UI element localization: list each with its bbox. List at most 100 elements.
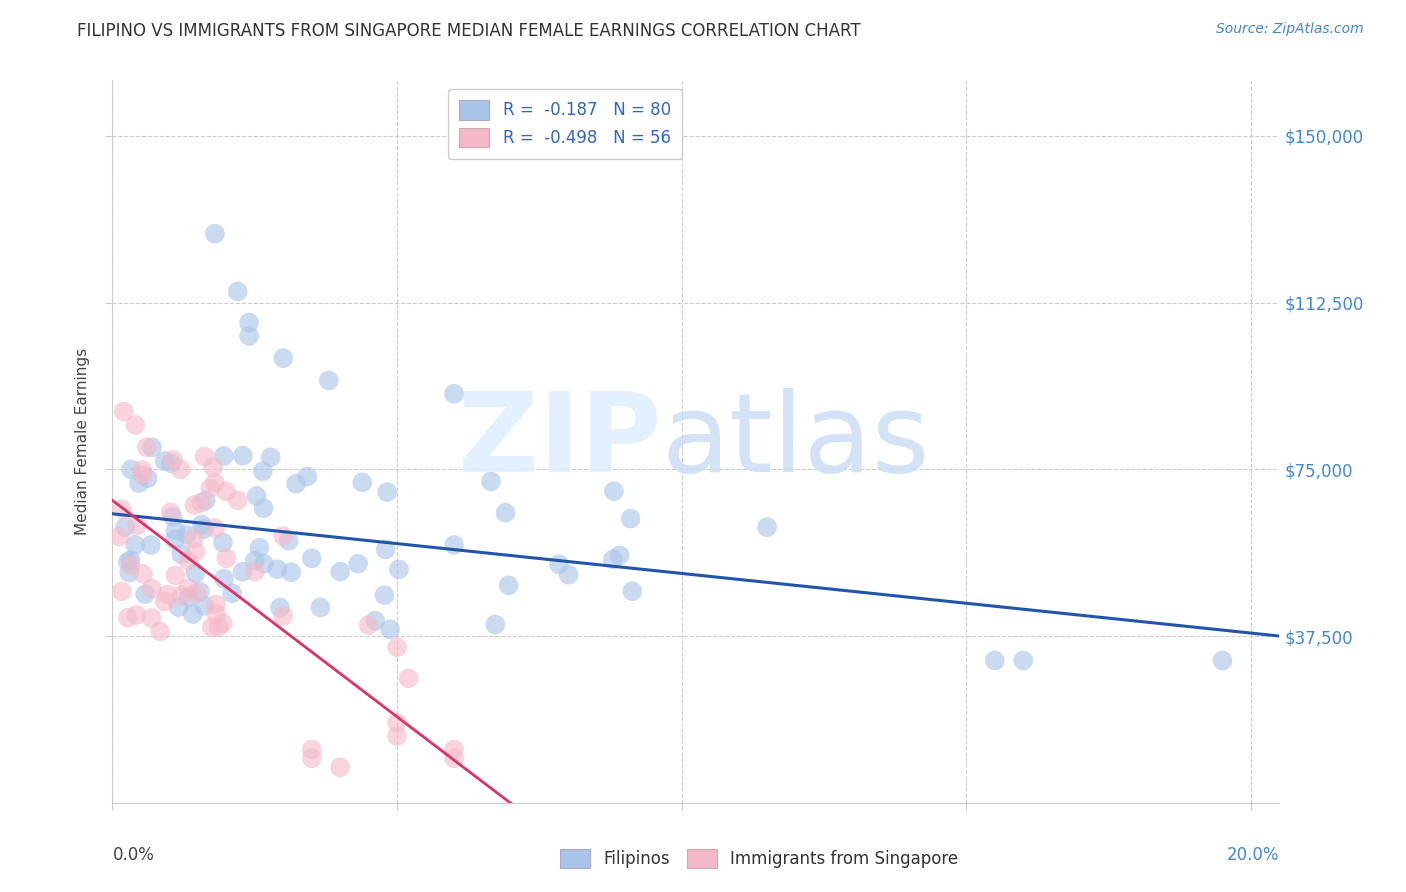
Legend: R =  -0.187   N = 80, R =  -0.498   N = 56: R = -0.187 N = 80, R = -0.498 N = 56	[447, 88, 682, 159]
Point	[177, 582, 200, 596]
Point	[191, 517, 214, 532]
Point	[207, 620, 229, 634]
Point	[124, 417, 146, 432]
Point	[309, 600, 332, 615]
Point	[156, 588, 179, 602]
Point	[238, 329, 260, 343]
Point	[190, 496, 212, 510]
Point	[373, 588, 395, 602]
Point	[153, 454, 176, 468]
Point	[243, 565, 266, 579]
Point	[603, 484, 626, 499]
Point	[124, 538, 146, 552]
Point	[301, 742, 323, 756]
Point	[202, 460, 225, 475]
Point	[188, 584, 211, 599]
Point	[117, 555, 139, 569]
Point	[128, 476, 150, 491]
Point	[149, 624, 172, 639]
Point	[162, 452, 184, 467]
Point	[163, 533, 186, 547]
Text: Source: ZipAtlas.com: Source: ZipAtlas.com	[1216, 22, 1364, 37]
Point	[205, 607, 228, 621]
Point	[215, 484, 238, 499]
Point	[221, 586, 243, 600]
Point	[204, 521, 226, 535]
Point	[170, 547, 193, 561]
Point	[184, 545, 207, 559]
Legend: Filipinos, Immigrants from Singapore: Filipinos, Immigrants from Singapore	[554, 842, 965, 875]
Text: FILIPINO VS IMMIGRANTS FROM SINGAPORE MEDIAN FEMALE EARNINGS CORRELATION CHART: FILIPINO VS IMMIGRANTS FROM SINGAPORE ME…	[77, 22, 860, 40]
Point	[212, 572, 235, 586]
Point	[231, 565, 253, 579]
Point	[108, 529, 131, 543]
Point	[364, 614, 387, 628]
Point	[181, 607, 204, 621]
Point	[619, 511, 641, 525]
Point	[120, 462, 142, 476]
Point	[479, 475, 502, 489]
Point	[183, 498, 205, 512]
Point	[226, 285, 249, 299]
Text: ZIP: ZIP	[457, 388, 661, 495]
Point	[120, 553, 142, 567]
Point	[160, 456, 183, 470]
Point	[385, 729, 408, 743]
Text: 20.0%: 20.0%	[1227, 847, 1279, 864]
Point	[183, 532, 205, 546]
Point	[252, 501, 274, 516]
Point	[135, 440, 157, 454]
Point	[621, 584, 644, 599]
Point	[193, 522, 215, 536]
Point	[357, 618, 380, 632]
Point	[112, 404, 135, 418]
Point	[159, 505, 181, 519]
Point	[117, 611, 139, 625]
Point	[132, 566, 155, 581]
Point	[375, 485, 398, 500]
Point	[398, 671, 420, 685]
Point	[247, 541, 270, 555]
Point	[1012, 653, 1035, 667]
Point	[374, 542, 396, 557]
Point	[548, 558, 571, 572]
Point	[194, 493, 217, 508]
Point	[285, 476, 308, 491]
Point	[756, 520, 779, 534]
Point	[153, 594, 176, 608]
Point	[204, 227, 226, 241]
Point	[253, 557, 276, 571]
Point	[443, 538, 465, 552]
Point	[252, 464, 274, 478]
Point	[269, 600, 291, 615]
Point	[271, 609, 294, 624]
Point	[385, 715, 408, 730]
Point	[162, 509, 184, 524]
Point	[165, 524, 187, 538]
Point	[260, 450, 283, 465]
Point	[498, 578, 520, 592]
Point	[271, 351, 294, 366]
Point	[111, 584, 134, 599]
Point	[165, 568, 187, 582]
Point	[204, 475, 226, 490]
Point	[201, 620, 224, 634]
Point	[167, 600, 190, 615]
Point	[120, 558, 142, 573]
Point	[266, 562, 288, 576]
Point	[297, 469, 319, 483]
Point	[125, 607, 148, 622]
Point	[141, 440, 163, 454]
Point	[114, 520, 136, 534]
Point	[184, 566, 207, 580]
Point	[602, 552, 624, 566]
Point	[984, 653, 1007, 667]
Point	[211, 616, 233, 631]
Point	[352, 475, 374, 490]
Point	[443, 742, 465, 756]
Point	[301, 551, 323, 566]
Point	[136, 471, 159, 485]
Point	[141, 582, 163, 596]
Point	[132, 468, 155, 483]
Point	[246, 489, 269, 503]
